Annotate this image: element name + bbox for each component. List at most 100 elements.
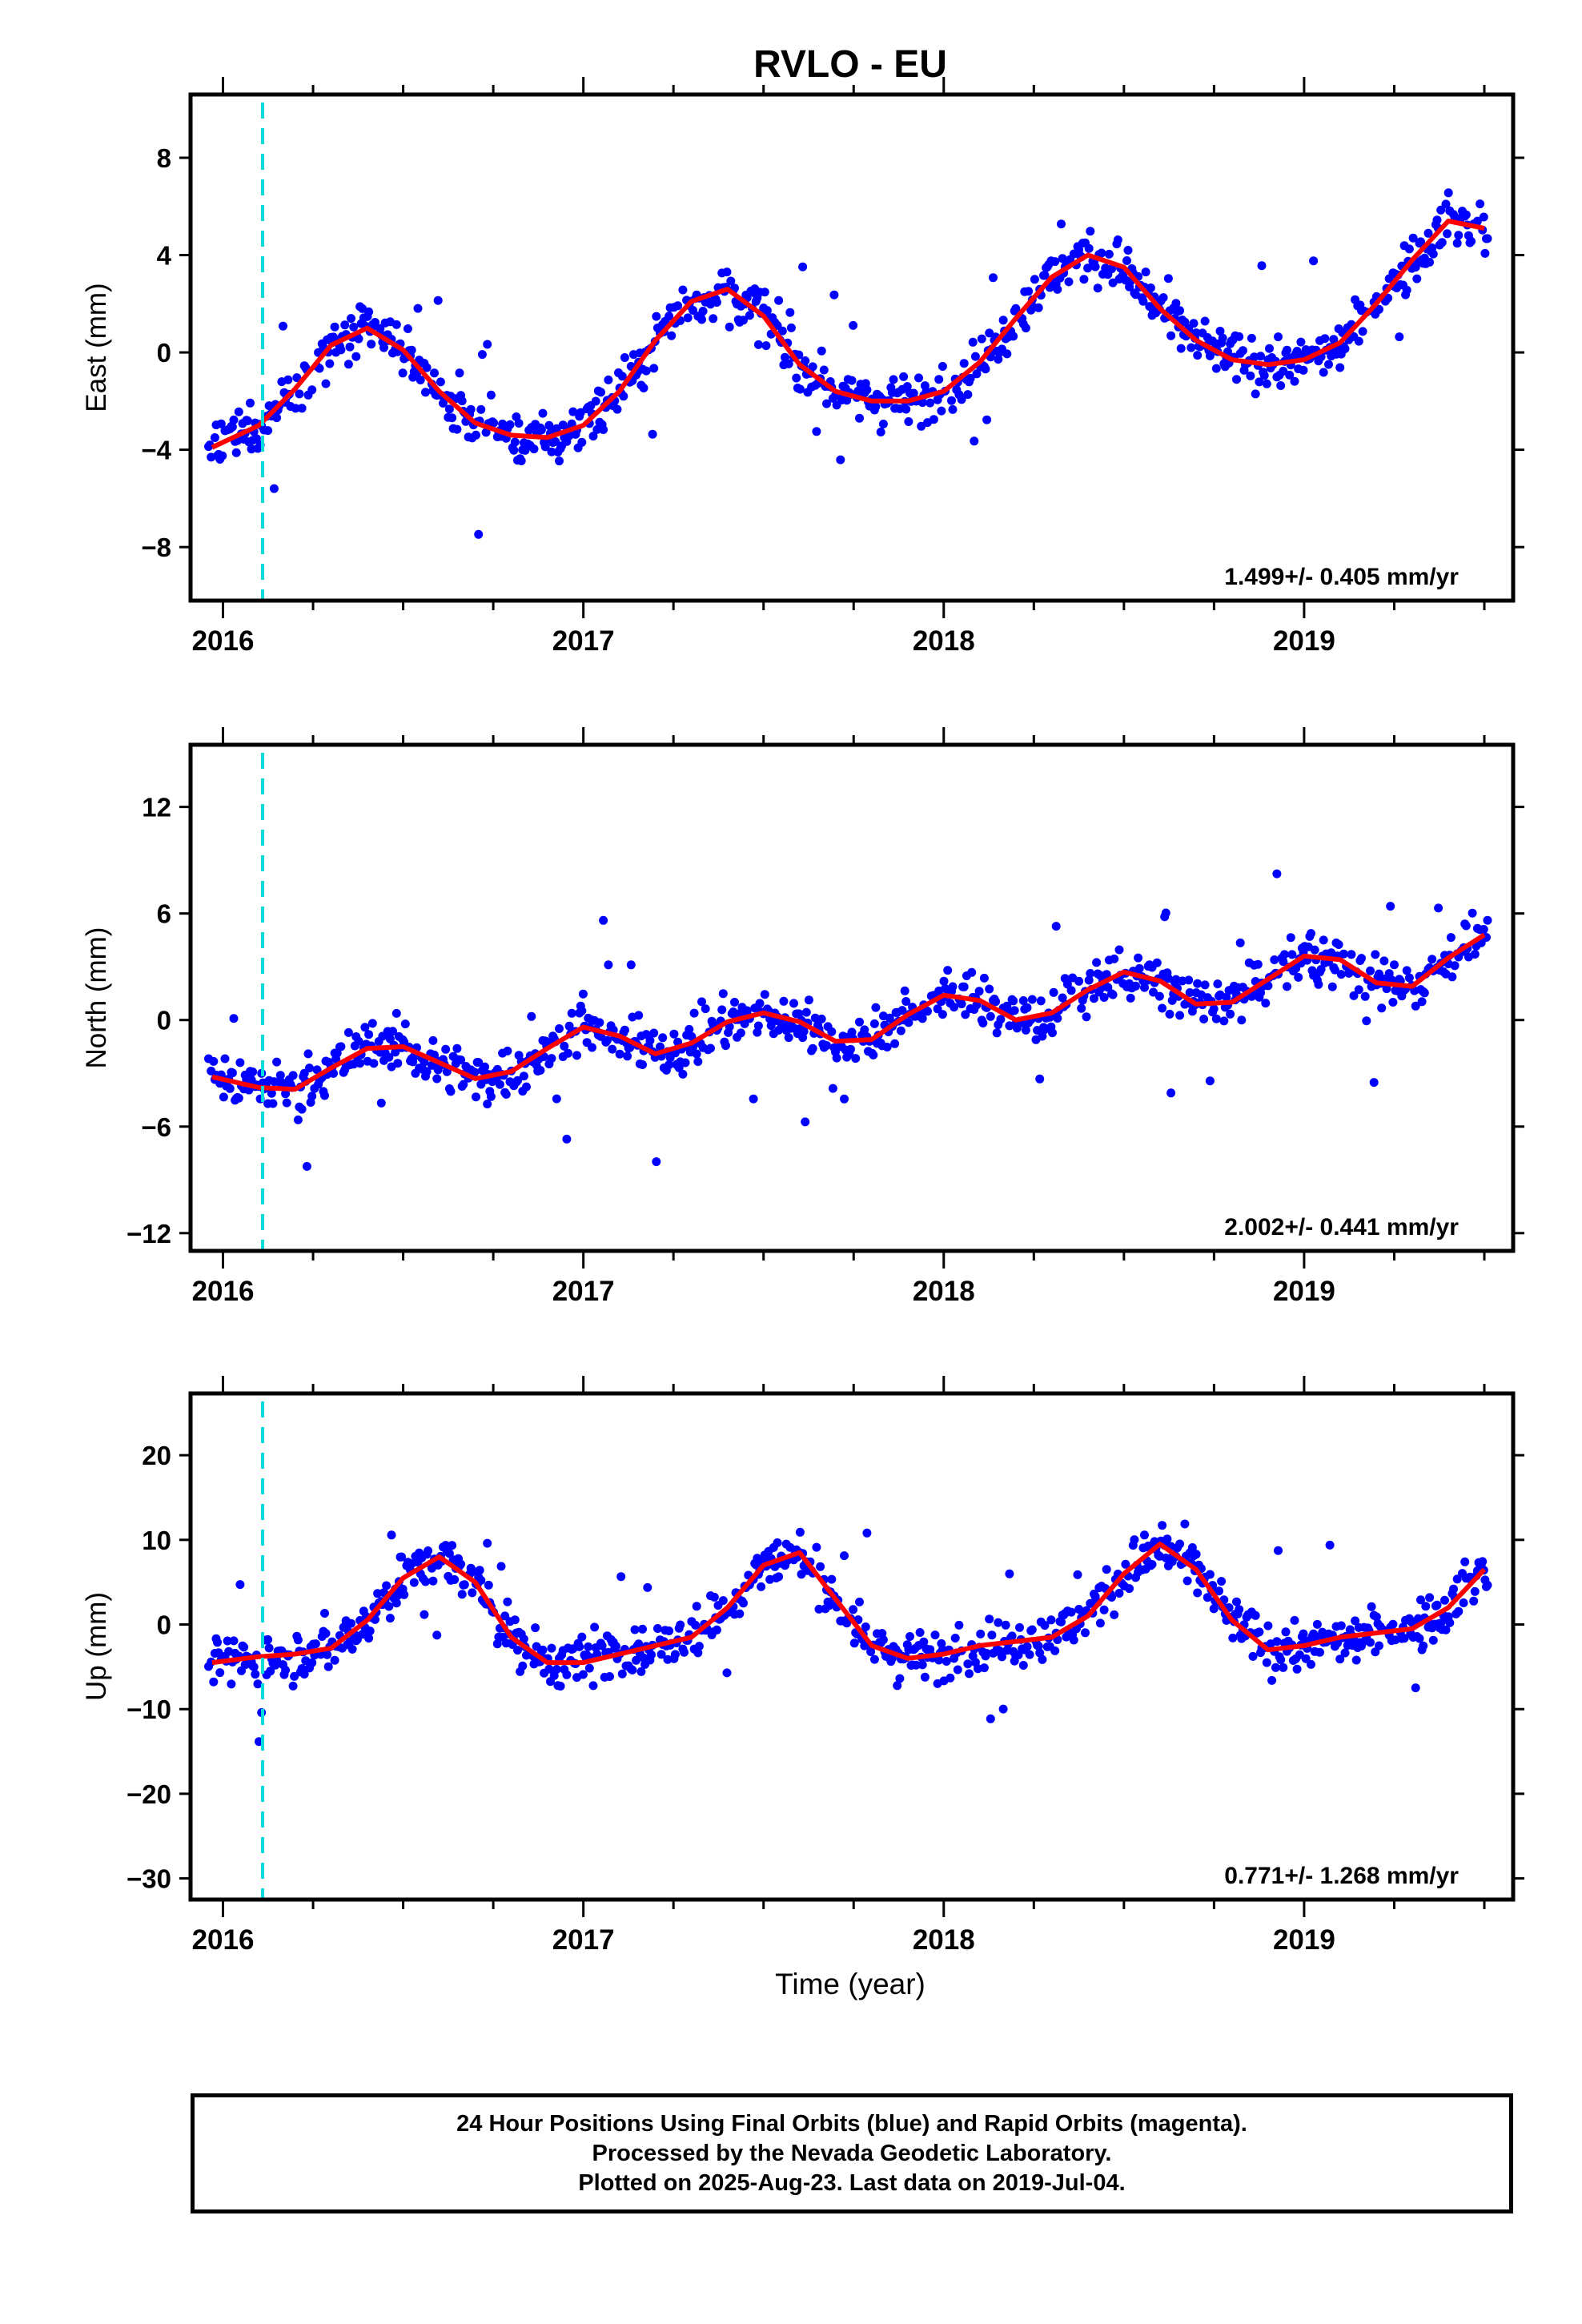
data-point: [878, 1635, 888, 1645]
data-point: [510, 1615, 520, 1625]
data-point: [476, 404, 486, 414]
data-point: [819, 365, 829, 375]
data-point: [753, 1021, 763, 1031]
y-tick-label: 0: [157, 1006, 171, 1035]
data-point: [1099, 1605, 1109, 1614]
data-point: [1130, 1535, 1139, 1545]
data-point: [749, 1094, 758, 1104]
data-point: [876, 428, 885, 436]
data-point: [1238, 346, 1247, 356]
data-point: [400, 1590, 409, 1599]
data-point: [608, 1044, 617, 1054]
data-point: [1215, 1586, 1223, 1596]
data-point: [1048, 1028, 1057, 1038]
y-tick-label: 8: [157, 143, 171, 173]
data-point: [1283, 982, 1291, 991]
data-point: [358, 1630, 367, 1639]
data-point: [321, 379, 331, 388]
data-point: [1395, 332, 1404, 342]
y-tick-label: −20: [126, 1779, 171, 1809]
data-point: [946, 1673, 955, 1683]
data-point: [1010, 1006, 1019, 1015]
data-point: [1149, 987, 1158, 997]
y-tick-label: 0: [157, 1610, 171, 1640]
data-point: [1295, 1650, 1304, 1659]
data-point: [801, 1007, 811, 1017]
data-point: [934, 1655, 944, 1665]
data-point: [1290, 376, 1299, 386]
data-point: [1423, 228, 1433, 238]
footer-line-processor: Processed by the Nevada Geodetic Laborat…: [592, 2140, 1112, 2166]
data-point: [1388, 1619, 1398, 1629]
data-point: [887, 1654, 897, 1663]
velocity-label-east: 1.499+/- 0.405 mm/yr: [1224, 564, 1459, 590]
data-point: [231, 448, 241, 457]
data-point: [1299, 365, 1308, 375]
data-point: [1404, 244, 1414, 254]
data-point: [866, 1647, 876, 1656]
data-point: [794, 1009, 804, 1019]
data-point: [1274, 332, 1283, 342]
data-point: [1066, 986, 1076, 995]
data-point: [1018, 996, 1028, 1005]
data-point: [970, 352, 980, 361]
data-point: [1450, 961, 1460, 971]
data-point: [476, 1575, 486, 1585]
data-point: [1312, 1619, 1322, 1629]
data-point: [816, 1562, 825, 1571]
data-point: [1102, 1565, 1111, 1574]
data-point: [1362, 1016, 1371, 1026]
data-point: [329, 1068, 338, 1078]
data-point: [1432, 1600, 1442, 1610]
data-point: [869, 1050, 878, 1059]
data-point: [229, 415, 239, 424]
data-point: [1009, 996, 1018, 1006]
data-point: [595, 1018, 604, 1027]
data-point: [1340, 344, 1350, 353]
data-point: [862, 1528, 872, 1538]
data-point: [604, 960, 613, 970]
y-tick-label: 6: [157, 899, 171, 929]
data-point: [552, 1665, 561, 1674]
data-point: [1483, 234, 1492, 243]
data-point: [1084, 243, 1094, 253]
data-point: [1335, 363, 1345, 372]
data-point: [281, 1666, 291, 1675]
data-point: [1259, 371, 1269, 380]
data-point: [1175, 306, 1185, 316]
data-point: [1279, 950, 1289, 959]
data-point: [845, 1044, 855, 1054]
data-point: [538, 408, 548, 418]
data-point: [712, 298, 721, 307]
data-point: [205, 440, 215, 450]
data-point: [1279, 957, 1288, 967]
data-point: [1416, 1595, 1425, 1605]
data-point: [630, 1625, 640, 1634]
data-point: [1140, 983, 1149, 992]
data-point: [1425, 1593, 1435, 1602]
data-point: [784, 359, 793, 368]
data-point: [325, 359, 335, 368]
data-point: [957, 395, 966, 404]
data-point: [1366, 1638, 1375, 1647]
data-point: [904, 417, 913, 426]
data-point: [634, 1639, 644, 1649]
data-point: [1069, 1635, 1078, 1645]
data-point: [1294, 972, 1303, 982]
data-point: [293, 1635, 303, 1645]
data-point: [1009, 332, 1018, 341]
data-point: [974, 987, 984, 996]
data-point: [486, 390, 496, 400]
data-point: [275, 1071, 285, 1080]
data-point: [1025, 1650, 1034, 1659]
data-point: [516, 456, 526, 465]
data-point: [336, 1042, 346, 1051]
data-point: [349, 322, 359, 332]
y-tick-label: −12: [126, 1219, 171, 1248]
data-point: [1470, 1586, 1480, 1596]
data-point: [692, 1049, 701, 1059]
data-point: [917, 1014, 927, 1023]
data-point: [291, 404, 300, 413]
data-point: [510, 437, 520, 447]
data-point: [468, 1588, 477, 1598]
